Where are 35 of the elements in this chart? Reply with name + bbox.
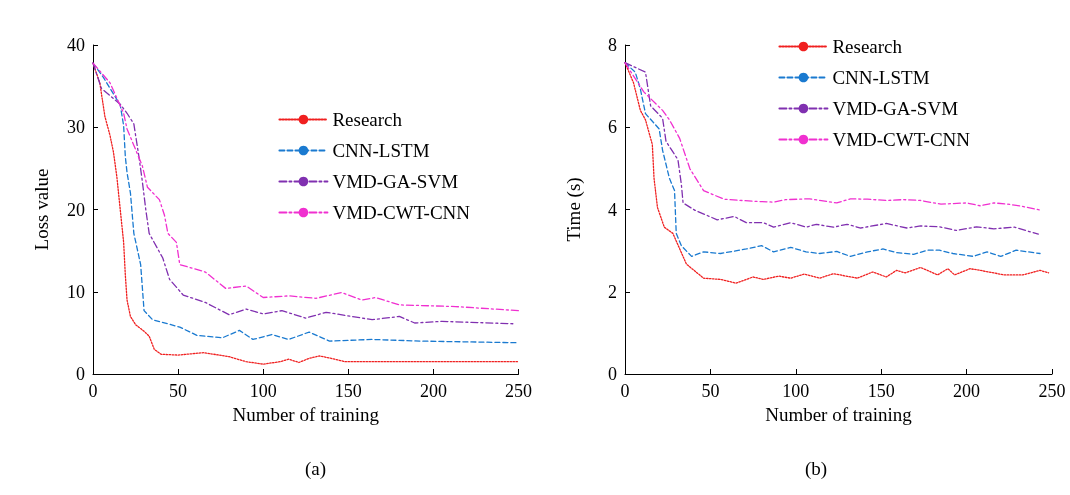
x-tick-label: 50 xyxy=(701,381,720,401)
x-tick-label: 100 xyxy=(782,381,810,401)
y-tick-label: 10 xyxy=(67,281,85,302)
legend-label: CNN-LSTM xyxy=(332,140,430,161)
x-axis-title: Number of training xyxy=(765,403,913,425)
legend-label: CNN-LSTM xyxy=(832,67,930,88)
y-axis-title: Loss value xyxy=(31,168,52,251)
x-tick-label: 250 xyxy=(1038,381,1066,401)
text: (b) xyxy=(805,458,828,480)
text: (a) xyxy=(305,458,327,480)
x-tick-label: 0 xyxy=(88,381,98,401)
y-tick-label: 40 xyxy=(67,35,85,55)
legend-label: VMD-GA-SVM xyxy=(332,171,459,192)
y-axis-title: Time (s) xyxy=(563,177,585,242)
y-tick-label: 2 xyxy=(608,281,617,302)
x-tick-label: 200 xyxy=(953,381,981,401)
y-tick-label: 20 xyxy=(67,199,85,220)
legend-label: VMD-CWT-CNN xyxy=(832,129,971,150)
y-tick-label: 30 xyxy=(67,117,85,138)
x-tick-label: 100 xyxy=(249,381,277,401)
x-tick-label: 150 xyxy=(334,381,362,401)
legend-label: Research xyxy=(332,109,403,130)
x-tick-label: 150 xyxy=(867,381,895,401)
y-tick-label: 0 xyxy=(76,364,85,384)
legend-label: VMD-CWT-CNN xyxy=(332,202,471,223)
legend-label: Research xyxy=(832,36,903,57)
y-tick-label: 6 xyxy=(608,117,617,138)
x-tick-label: 250 xyxy=(505,381,532,401)
x-tick-label: 50 xyxy=(169,381,188,401)
x-axis-title: Number of training xyxy=(232,403,380,425)
y-tick-label: 4 xyxy=(608,199,617,220)
y-tick-label: 0 xyxy=(608,364,617,384)
x-tick-label: 200 xyxy=(419,381,447,401)
legend-label: VMD-GA-SVM xyxy=(832,98,959,119)
y-tick-label: 8 xyxy=(608,35,617,55)
